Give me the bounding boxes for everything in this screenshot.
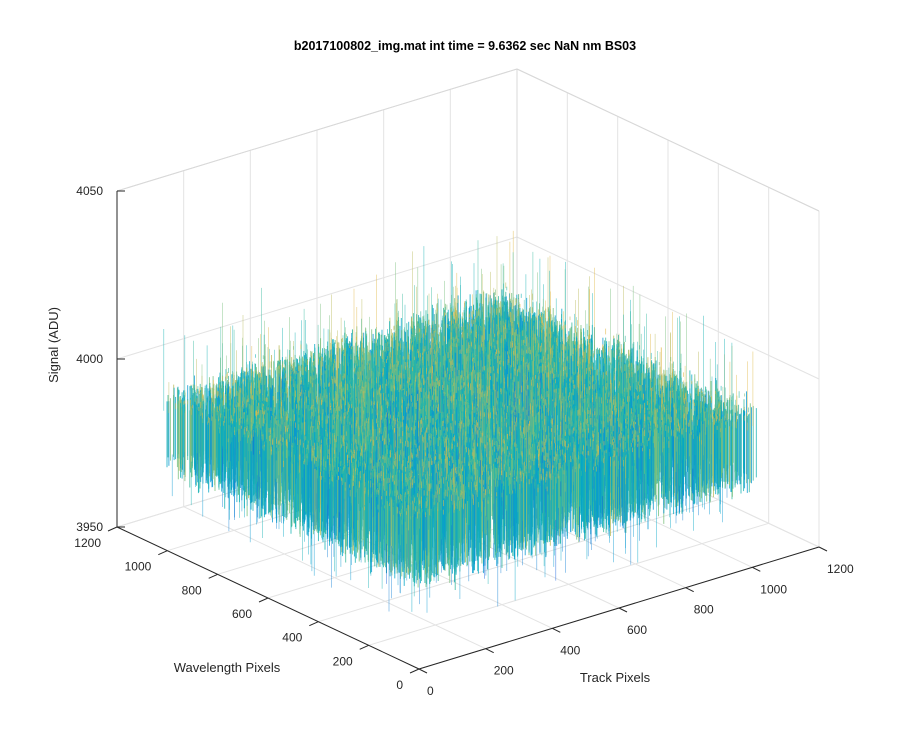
surface-data [163,230,757,613]
wall-edge [516,68,820,212]
floor-grid-line [368,522,769,646]
back-wall-grid-line [116,236,518,360]
wall-edge [116,68,518,192]
floor-grid-line [318,499,719,623]
right-wall-grid-line [516,236,820,380]
